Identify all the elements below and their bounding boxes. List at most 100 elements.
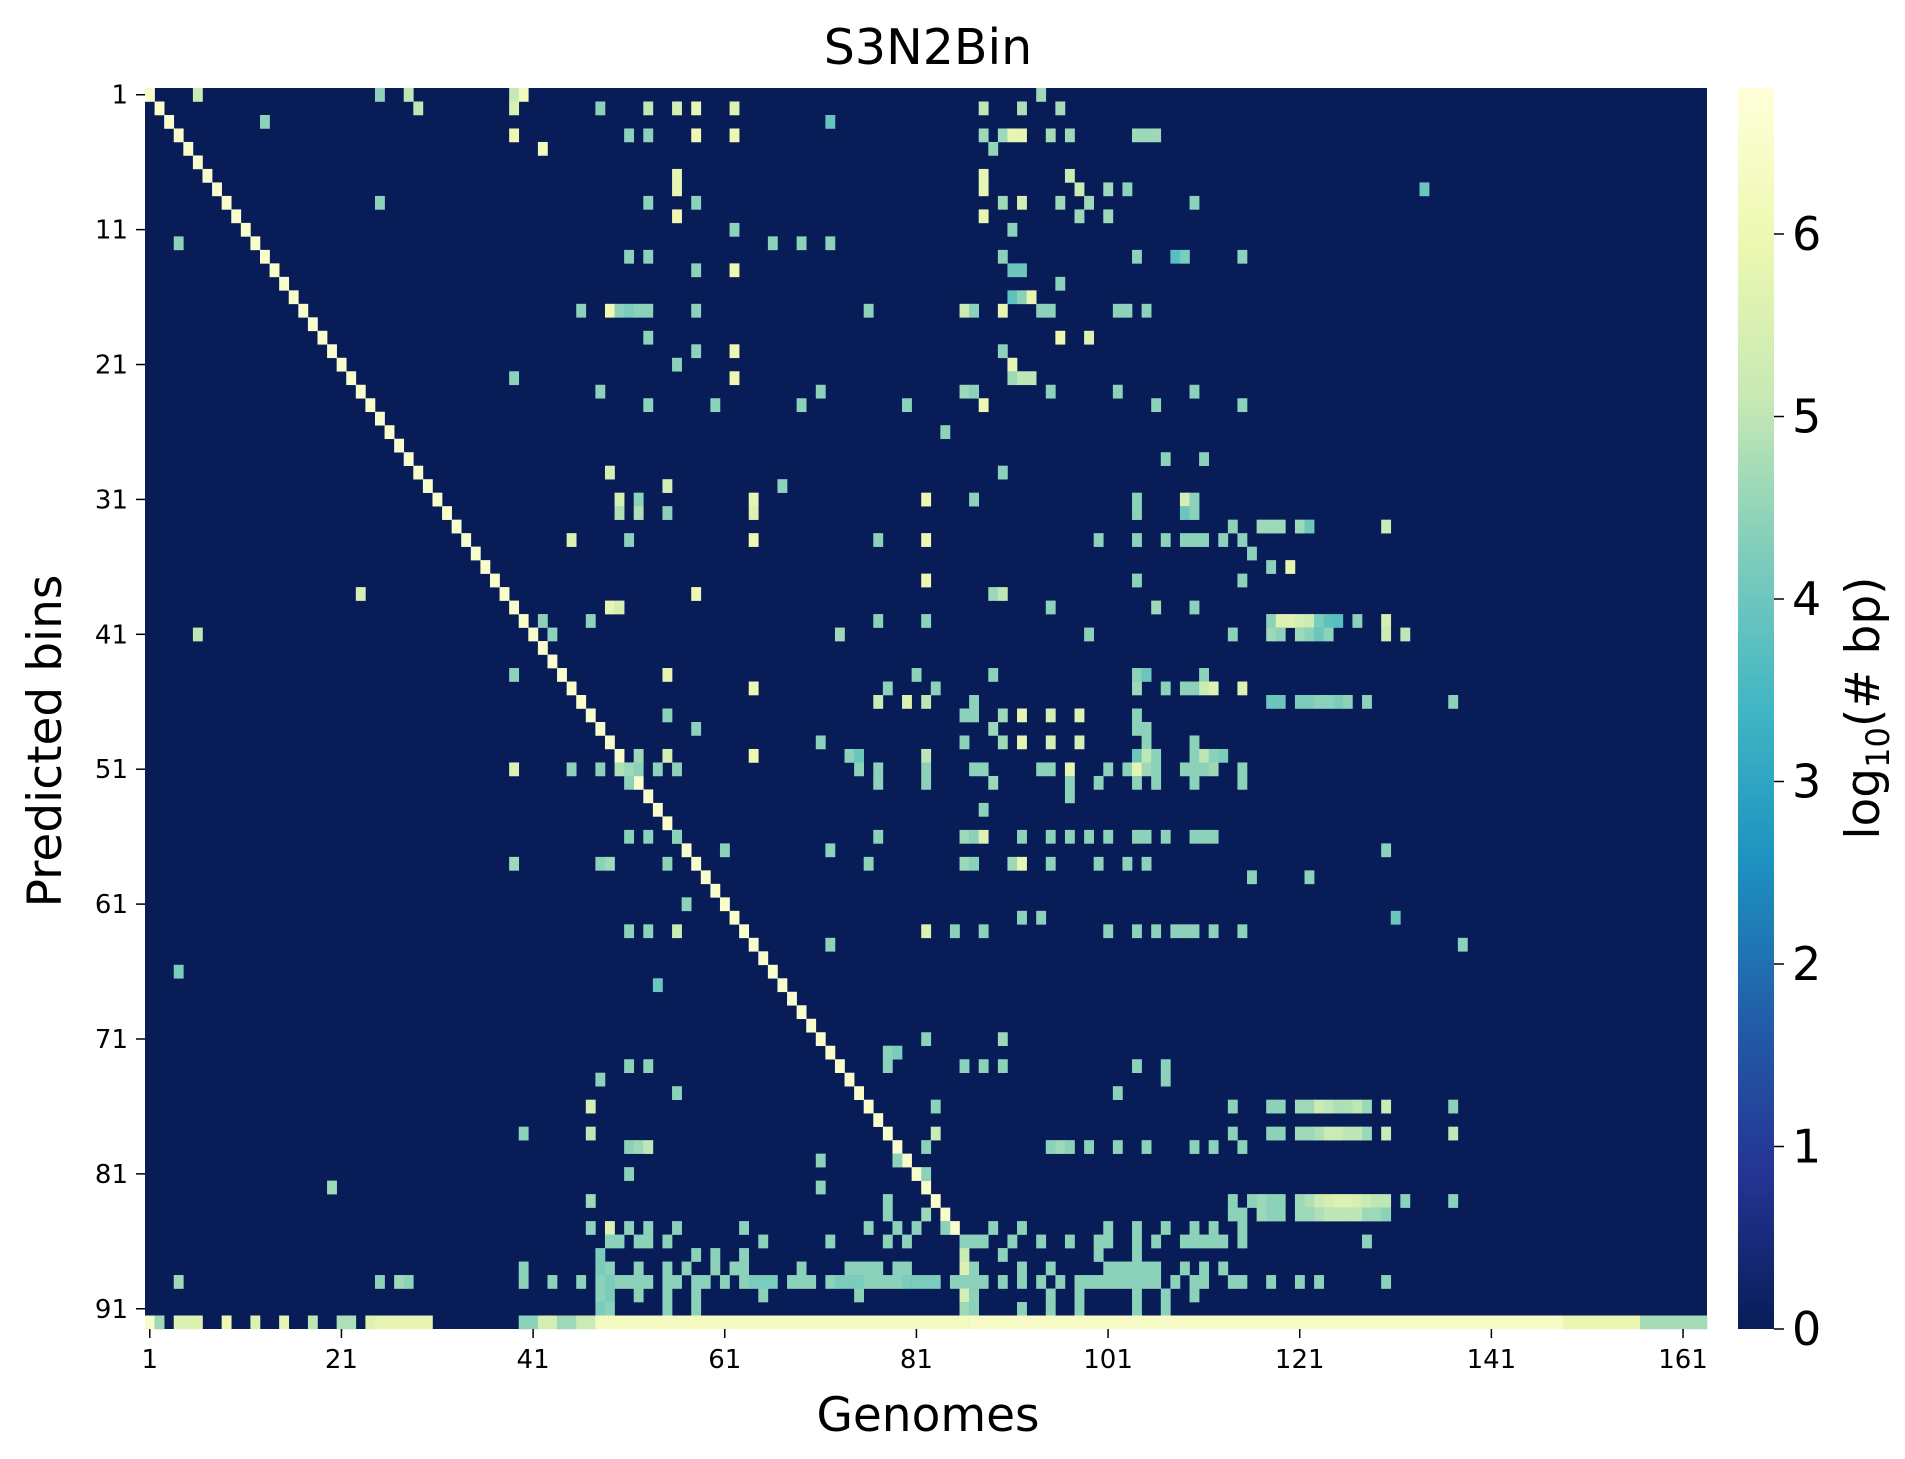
- heatmap-cell: [978, 802, 989, 817]
- heatmap-cell: [1381, 1194, 1392, 1208]
- heatmap-cell: [624, 303, 635, 318]
- heatmap-cell: [1160, 1288, 1171, 1303]
- heatmap-cell: [729, 128, 740, 143]
- heatmap-cell: [509, 88, 520, 102]
- heatmap-cell: [1199, 1275, 1209, 1289]
- heatmap-cell: [346, 371, 357, 386]
- heatmap-cell: [959, 1248, 970, 1262]
- heatmap-cell: [662, 479, 673, 493]
- heatmap-cell: [691, 587, 702, 601]
- heatmap-cell: [1160, 452, 1171, 466]
- heatmap-cell: [1045, 600, 1056, 615]
- heatmap-cell: [1304, 1207, 1315, 1222]
- heatmap-cell: [365, 398, 376, 413]
- heatmap-cell: [1294, 519, 1305, 534]
- heatmap-cell: [873, 1113, 884, 1127]
- heatmap-cell: [882, 1045, 893, 1060]
- heatmap-cell: [710, 883, 721, 898]
- heatmap-cell: [537, 141, 548, 156]
- heatmap-cell: [997, 195, 1008, 210]
- heatmap-cell: [1112, 384, 1123, 399]
- heatmap-cell: [374, 411, 385, 426]
- heatmap-cell: [279, 1315, 290, 1330]
- heatmap-cell: [691, 195, 702, 210]
- heatmap-cell: [1381, 1126, 1392, 1141]
- heatmap-cell: [1084, 195, 1094, 210]
- heatmap-cell: [1227, 627, 1238, 642]
- heatmap-cell: [374, 195, 385, 210]
- heatmap-cell: [173, 1275, 184, 1289]
- heatmap-cell: [585, 1099, 596, 1114]
- heatmap-cell: [1352, 1207, 1363, 1222]
- heatmap-cell: [1294, 627, 1305, 642]
- y-tick-label: 51: [95, 755, 128, 785]
- heatmap-cell: [1208, 748, 1219, 763]
- x-tick-label: 141: [1467, 1345, 1517, 1375]
- heatmap-cell: [1036, 1275, 1047, 1289]
- heatmap-cell: [854, 1261, 865, 1276]
- heatmap-cell: [269, 263, 280, 278]
- heatmap-cell: [1132, 128, 1142, 143]
- heatmap-cell: [1064, 1234, 1075, 1249]
- heatmap-cell: [1074, 708, 1085, 723]
- colorbar-tick-label: 5: [1792, 390, 1821, 444]
- heatmap-cell: [1266, 1275, 1277, 1289]
- heatmap-cell: [1294, 1126, 1305, 1141]
- heatmap-cell: [691, 721, 702, 736]
- heatmap-cell: [1342, 1207, 1353, 1222]
- heatmap-cell: [710, 1261, 721, 1276]
- heatmap-cell: [461, 533, 472, 547]
- heatmap-cell: [1074, 735, 1085, 750]
- heatmap-cell: [1266, 1126, 1277, 1141]
- heatmap-cell: [1237, 924, 1248, 939]
- heatmap-cell: [231, 209, 242, 224]
- heatmap-cell: [1294, 614, 1305, 628]
- heatmap-cell: [1227, 1207, 1238, 1222]
- heatmap-cell: [662, 1234, 673, 1249]
- heatmap-cell: [1074, 1275, 1085, 1289]
- heatmap-grid: [145, 88, 1708, 1330]
- heatmap-cell: [902, 1275, 912, 1289]
- heatmap-cell: [614, 748, 625, 763]
- heatmap-cell: [1323, 1099, 1334, 1114]
- heatmap-cell: [1381, 519, 1392, 534]
- heatmap-cell: [633, 492, 644, 507]
- heatmap-cell: [1323, 614, 1334, 628]
- heatmap-cell: [1103, 209, 1114, 224]
- heatmap-cell: [815, 1153, 826, 1168]
- heatmap-cell: [691, 1288, 702, 1303]
- heatmap-cell: [1132, 721, 1142, 736]
- heatmap-cell: [1237, 249, 1248, 264]
- heatmap-cell: [1237, 775, 1248, 790]
- y-tick-label: 41: [95, 620, 128, 650]
- heatmap-cell: [978, 1275, 989, 1289]
- heatmap-cell: [729, 910, 740, 925]
- heatmap-cell: [854, 748, 865, 763]
- heatmap-cell: [873, 533, 884, 547]
- heatmap-cell: [691, 856, 702, 871]
- heatmap-cell: [374, 1315, 433, 1330]
- heatmap-cell: [643, 789, 654, 804]
- heatmap-cell: [662, 708, 673, 723]
- heatmap-cell: [614, 303, 625, 318]
- heatmap-cell: [1362, 1126, 1372, 1141]
- heatmap-cell: [1304, 614, 1315, 628]
- heatmap-cell: [1227, 1126, 1238, 1141]
- heatmap-cell: [1055, 276, 1066, 291]
- heatmap-cell: [355, 587, 366, 601]
- heatmap-cell: [902, 1261, 912, 1276]
- heatmap-cell: [825, 937, 836, 952]
- heatmap-cell: [1227, 1099, 1238, 1114]
- heatmap-cell: [614, 600, 625, 615]
- heatmap-cell: [882, 1275, 893, 1289]
- heatmap-cell: [1007, 263, 1018, 278]
- heatmap-cell: [1227, 1275, 1238, 1289]
- heatmap-cell: [1017, 856, 1027, 871]
- heatmap-cell: [1132, 506, 1142, 520]
- heatmap-cell: [787, 991, 797, 1006]
- heatmap-cell: [1237, 1221, 1248, 1235]
- heatmap-cell: [1294, 1194, 1305, 1208]
- heatmap-cell: [1141, 735, 1152, 750]
- heatmap-cell: [604, 1221, 615, 1235]
- heatmap-cell: [1132, 668, 1142, 682]
